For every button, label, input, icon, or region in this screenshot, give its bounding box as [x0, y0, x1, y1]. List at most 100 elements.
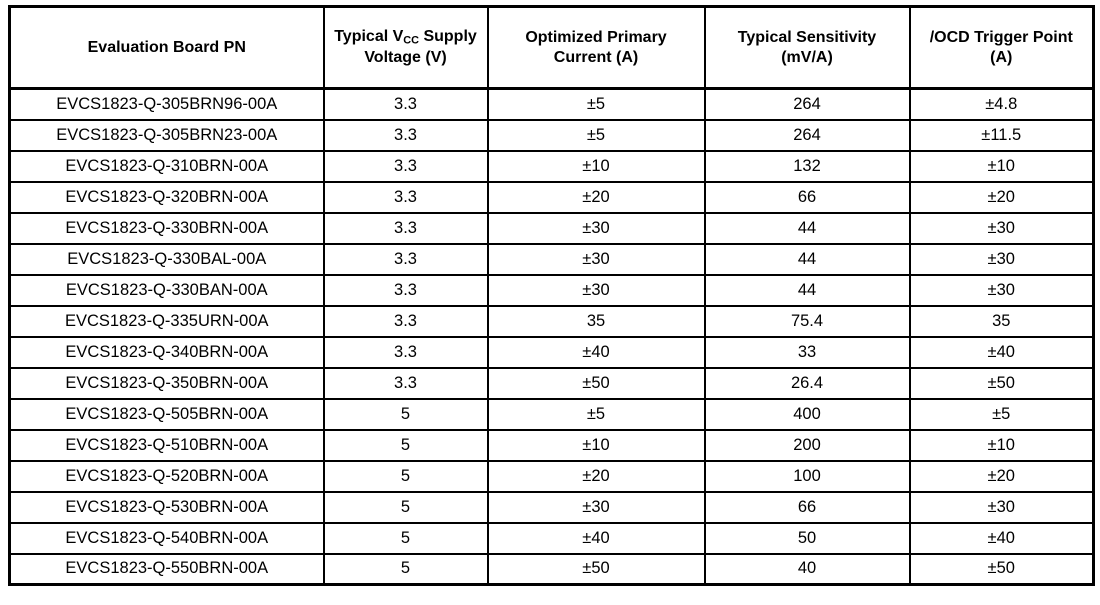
- cell-sensitivity: 44: [703, 273, 911, 307]
- cell-sensitivity: 26.4: [703, 366, 911, 400]
- cell-primary-current: ±30: [486, 242, 706, 276]
- cell-ocd-trigger: ±20: [908, 180, 1095, 214]
- cell-vcc: 3.3: [322, 118, 489, 152]
- table-row: EVCS1823-Q-330BAN-00A 3.3 ±30 44 ±30: [8, 273, 1095, 307]
- cell-ocd-trigger: ±40: [908, 335, 1095, 369]
- table-row: EVCS1823-Q-330BAL-00A 3.3 ±30 44 ±30: [8, 242, 1095, 276]
- header-evaluation-board-pn: Evaluation Board PN: [8, 5, 325, 90]
- cell-primary-current: ±5: [486, 118, 706, 152]
- cell-ocd-trigger: ±5: [908, 397, 1095, 431]
- table-row: EVCS1823-Q-510BRN-00A 5 ±10 200 ±10: [8, 428, 1095, 462]
- cell-vcc: 3.3: [322, 87, 489, 121]
- evaluation-board-spec-table: Evaluation Board PN Typical VCC Supply V…: [8, 5, 1095, 586]
- cell-primary-current: ±5: [486, 87, 706, 121]
- cell-sensitivity: 75.4: [703, 304, 911, 338]
- table-row: EVCS1823-Q-530BRN-00A 5 ±30 66 ±30: [8, 490, 1095, 524]
- header-optimized-primary-current: Optimized Primary Current (A): [486, 5, 706, 90]
- cell-vcc: 3.3: [322, 149, 489, 183]
- cell-ocd-trigger: ±11.5: [908, 118, 1095, 152]
- cell-sensitivity: 200: [703, 428, 911, 462]
- table-row: EVCS1823-Q-540BRN-00A 5 ±40 50 ±40: [8, 521, 1095, 555]
- cell-board-pn: EVCS1823-Q-340BRN-00A: [8, 335, 325, 369]
- table-row: EVCS1823-Q-335URN-00A 3.3 35 75.4 35: [8, 304, 1095, 338]
- cell-ocd-trigger: ±30: [908, 490, 1095, 524]
- cell-primary-current: ±30: [486, 490, 706, 524]
- cell-board-pn: EVCS1823-Q-510BRN-00A: [8, 428, 325, 462]
- cell-sensitivity: 100: [703, 459, 911, 493]
- cell-ocd-trigger: ±50: [908, 552, 1095, 586]
- cell-primary-current: ±50: [486, 366, 706, 400]
- table-header-row: Evaluation Board PN Typical VCC Supply V…: [8, 5, 1095, 90]
- table-row: EVCS1823-Q-305BRN96-00A 3.3 ±5 264 ±4.8: [8, 87, 1095, 121]
- cell-ocd-trigger: ±30: [908, 273, 1095, 307]
- table-row: EVCS1823-Q-550BRN-00A 5 ±50 40 ±50: [8, 552, 1095, 586]
- table-row: EVCS1823-Q-505BRN-00A 5 ±5 400 ±5: [8, 397, 1095, 431]
- cell-ocd-trigger: ±30: [908, 242, 1095, 276]
- cell-board-pn: EVCS1823-Q-320BRN-00A: [8, 180, 325, 214]
- cell-vcc: 5: [322, 521, 489, 555]
- cell-ocd-trigger: 35: [908, 304, 1095, 338]
- cell-ocd-trigger: ±4.8: [908, 87, 1095, 121]
- header-typical-vcc-supply-voltage: Typical VCC Supply Voltage (V): [322, 5, 489, 90]
- table-row: EVCS1823-Q-340BRN-00A 3.3 ±40 33 ±40: [8, 335, 1095, 369]
- header-vcc-pre: Typical V: [334, 28, 404, 46]
- table-row: EVCS1823-Q-330BRN-00A 3.3 ±30 44 ±30: [8, 211, 1095, 245]
- cell-primary-current: ±10: [486, 149, 706, 183]
- cell-primary-current: ±50: [486, 552, 706, 586]
- cell-board-pn: EVCS1823-Q-310BRN-00A: [8, 149, 325, 183]
- cell-ocd-trigger: ±50: [908, 366, 1095, 400]
- table-body: EVCS1823-Q-305BRN96-00A 3.3 ±5 264 ±4.8 EVCS…: [8, 87, 1095, 586]
- cell-sensitivity: 40: [703, 552, 911, 586]
- cell-sensitivity: 66: [703, 180, 911, 214]
- cell-sensitivity: 264: [703, 87, 911, 121]
- table-row: EVCS1823-Q-320BRN-00A 3.3 ±20 66 ±20: [8, 180, 1095, 214]
- cell-sensitivity: 33: [703, 335, 911, 369]
- cell-sensitivity: 400: [703, 397, 911, 431]
- cell-vcc: 5: [322, 490, 489, 524]
- cell-primary-current: ±30: [486, 273, 706, 307]
- table-row: EVCS1823-Q-305BRN23-00A 3.3 ±5 264 ±11.5: [8, 118, 1095, 152]
- cell-ocd-trigger: ±10: [908, 149, 1095, 183]
- cell-sensitivity: 50: [703, 521, 911, 555]
- cell-board-pn: EVCS1823-Q-305BRN23-00A: [8, 118, 325, 152]
- cell-ocd-trigger: ±40: [908, 521, 1095, 555]
- cell-sensitivity: 264: [703, 118, 911, 152]
- cell-vcc: 3.3: [322, 366, 489, 400]
- cell-board-pn: EVCS1823-Q-530BRN-00A: [8, 490, 325, 524]
- header-ocd-trigger-point: /OCD Trigger Point (A): [908, 5, 1095, 90]
- cell-primary-current: ±10: [486, 428, 706, 462]
- cell-board-pn: EVCS1823-Q-330BAN-00A: [8, 273, 325, 307]
- cell-ocd-trigger: ±20: [908, 459, 1095, 493]
- cell-board-pn: EVCS1823-Q-335URN-00A: [8, 304, 325, 338]
- header-typical-sensitivity: Typical Sensitivity (mV/A): [703, 5, 911, 90]
- cell-primary-current: 35: [486, 304, 706, 338]
- cell-vcc: 3.3: [322, 304, 489, 338]
- cell-primary-current: ±40: [486, 521, 706, 555]
- cell-sensitivity: 66: [703, 490, 911, 524]
- cell-board-pn: EVCS1823-Q-550BRN-00A: [8, 552, 325, 586]
- cell-primary-current: ±40: [486, 335, 706, 369]
- vcc-subscript: CC: [403, 34, 419, 47]
- cell-sensitivity: 44: [703, 211, 911, 245]
- cell-board-pn: EVCS1823-Q-505BRN-00A: [8, 397, 325, 431]
- cell-primary-current: ±20: [486, 459, 706, 493]
- cell-vcc: 3.3: [322, 242, 489, 276]
- cell-sensitivity: 132: [703, 149, 911, 183]
- cell-vcc: 5: [322, 552, 489, 586]
- cell-primary-current: ±20: [486, 180, 706, 214]
- cell-vcc: 5: [322, 428, 489, 462]
- cell-primary-current: ±30: [486, 211, 706, 245]
- cell-ocd-trigger: ±30: [908, 211, 1095, 245]
- cell-ocd-trigger: ±10: [908, 428, 1095, 462]
- cell-board-pn: EVCS1823-Q-350BRN-00A: [8, 366, 325, 400]
- table-row: EVCS1823-Q-520BRN-00A 5 ±20 100 ±20: [8, 459, 1095, 493]
- cell-vcc: 3.3: [322, 335, 489, 369]
- cell-vcc: 3.3: [322, 273, 489, 307]
- cell-primary-current: ±5: [486, 397, 706, 431]
- header-vcc-rest: Supply Voltage (V): [364, 28, 477, 67]
- cell-vcc: 3.3: [322, 211, 489, 245]
- cell-board-pn: EVCS1823-Q-305BRN96-00A: [8, 87, 325, 121]
- table-row: EVCS1823-Q-310BRN-00A 3.3 ±10 132 ±10: [8, 149, 1095, 183]
- cell-vcc: 5: [322, 397, 489, 431]
